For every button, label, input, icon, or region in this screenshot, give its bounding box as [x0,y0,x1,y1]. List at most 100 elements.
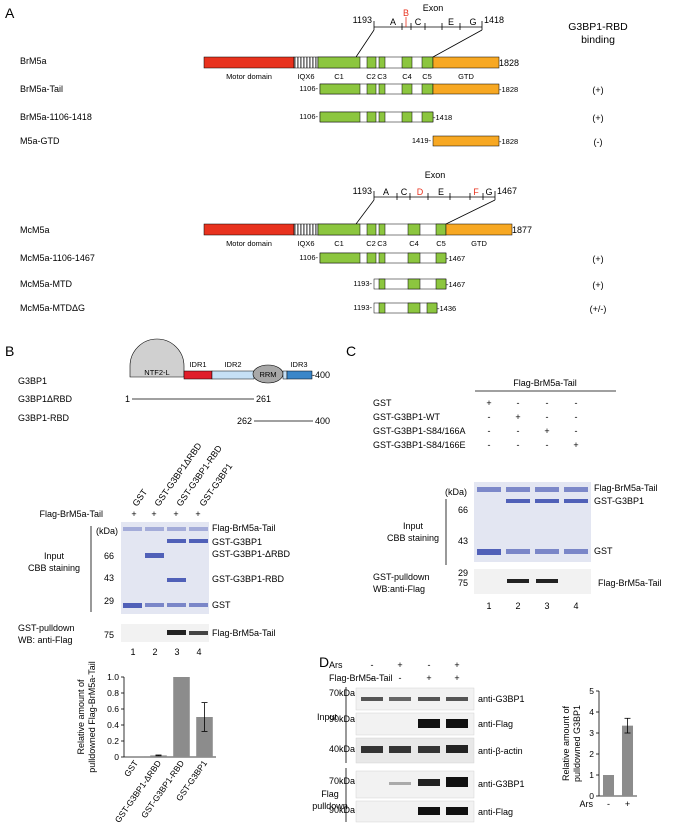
y-axis-label: Relative amount of [561,705,571,781]
br-exon-start: 1193 [353,15,372,25]
y-tick-label: 0.2 [107,736,119,746]
b-kda-label: (kDa) [96,526,118,536]
b-lane-label-1: GST [130,487,149,508]
y-tick-label: 0.4 [107,720,119,730]
chart-b: 00.20.40.60.81.0GSTGST-G3BP1-ΔRBDGST-G3B… [76,661,216,825]
ntf2-label: NTF2-L [144,368,169,377]
brm5a-end: 1828 [499,58,519,68]
d-blot-5-label: anti-Flag [478,807,513,817]
d-row-sign: + [454,660,459,670]
mc-exon-start: 1193 [353,186,372,196]
c-row-sign: - [517,426,520,436]
mc-exon-a: A [383,187,389,197]
d-pulldown-label-2: pulldown [312,801,348,811]
b-cbb-gel [121,522,209,614]
b-marker-66: 66 [104,551,114,561]
mc-exon-label: Exon [425,170,446,180]
br-iq-label: IQX6 [297,72,314,81]
mcm5a-diagram [203,223,513,236]
br-construct-2-start: 1106- [299,112,318,121]
y-tick-label: 1 [589,770,594,780]
c-row-sign: - [546,398,549,408]
c-lane-number-1: 1 [486,601,491,611]
panel-d-letter: D [319,654,329,670]
c-row-sign: + [515,412,520,422]
d-blot-3-kda: 40kDa [329,744,355,754]
y-tick-label: 0 [114,752,119,762]
g3bp1-label: G3BP1 [18,376,47,386]
b-marker-43: 43 [104,573,114,583]
mc-construct-1-binding: (+) [592,254,603,264]
c-row-sign: - [546,412,549,422]
br-exon-e: E [448,17,454,27]
br-motor-label: Motor domain [226,72,272,81]
mc-construct-2-name: McM5a-MTD [20,279,72,289]
d-row-sign: + [426,673,431,683]
mc-exon-c: C [401,187,408,197]
d-row-sign: - [399,673,402,683]
d-pulldown-label-1: Flag [321,789,339,799]
d-blot-3-label: anti-β-actin [478,746,523,756]
c-row-sign: - [488,426,491,436]
mc-iq-label: IQX6 [297,239,314,248]
br-construct-3-name: M5a-GTD [20,136,60,146]
c-wb-right-label: Flag-BrM5a-Tail [598,578,662,588]
y-tick-label: 3 [589,728,594,738]
b-plus-3: + [173,509,178,519]
b-right-label-4: GST-G3BP1-RBD [212,574,285,584]
panel-b-letter: B [5,343,14,359]
mc-c5-label: C5 [436,239,446,248]
br-construct-2-binding: (+) [592,113,603,123]
y-tick-label: 0.8 [107,688,119,698]
panel-a-letter: A [5,5,15,21]
mc-exon-d: D [417,187,424,197]
mc-construct-3-binding: (+/-) [590,304,607,314]
br-c3-label: C3 [377,72,387,81]
mc-motor-label: Motor domain [226,239,272,248]
brm5a-diagram [203,56,500,69]
b-cbb-label: CBB staining [28,563,80,573]
panel-c-letter: C [346,343,356,359]
rrm-label: RRM [259,370,276,379]
x-axis-title: Ars [580,799,594,809]
c-wb-blot [474,569,591,594]
bar [602,775,615,796]
mc-c1-label: C1 [334,239,344,248]
br-gtd-label: GTD [458,72,474,81]
d-blot-2-kda: 90kDa [329,714,355,724]
br-construct-3-gtd [432,135,500,147]
c-row-sign: - [575,398,578,408]
mc-construct-3-diagram [373,302,438,314]
c-marker-29: 29 [458,568,468,578]
c-row-sign: - [488,412,491,422]
d-input-label: Input [317,712,338,722]
b-right-label-5: GST [212,600,231,610]
c-right-label-3: GST [594,546,613,556]
b-right-label-3: GST-G3BP1-ΔRBD [212,549,291,559]
br-c2-label: C2 [366,72,376,81]
mc-construct-2-end: -1467 [446,280,465,289]
bar [196,717,213,757]
b-plus-4: + [195,509,200,519]
y-axis-label-2: pulldowned G3BP1 [572,705,582,782]
d-blot-1 [355,687,475,711]
d-blot-2-label: anti-Flag [478,719,513,729]
d-blot-4-kda: 70kDa [329,776,355,786]
binding-header: G3BP1-RBD [568,21,628,33]
binding-header-2: binding [581,34,615,46]
mc-exon-g: G [485,187,492,197]
b-input-label: Input [44,551,65,561]
b-lane-number-2: 2 [152,647,157,657]
c-row-sign: - [546,440,549,450]
d-blot-3 [355,737,475,764]
idr2-label: IDR2 [224,360,241,369]
br-construct-2-diagram [319,111,434,123]
g3bp1-drbd-end: 261 [256,394,271,404]
d-blot-5-kda: 90kDa [329,805,355,815]
br-exon-c: C [415,17,422,27]
c-cbb-label: CBB staining [387,533,439,543]
b-wb-blot [121,624,209,642]
br-exon-zoom-right [432,29,483,58]
y-axis-label: Relative amount of [76,679,86,755]
c-wb-marker: 75 [458,578,468,588]
